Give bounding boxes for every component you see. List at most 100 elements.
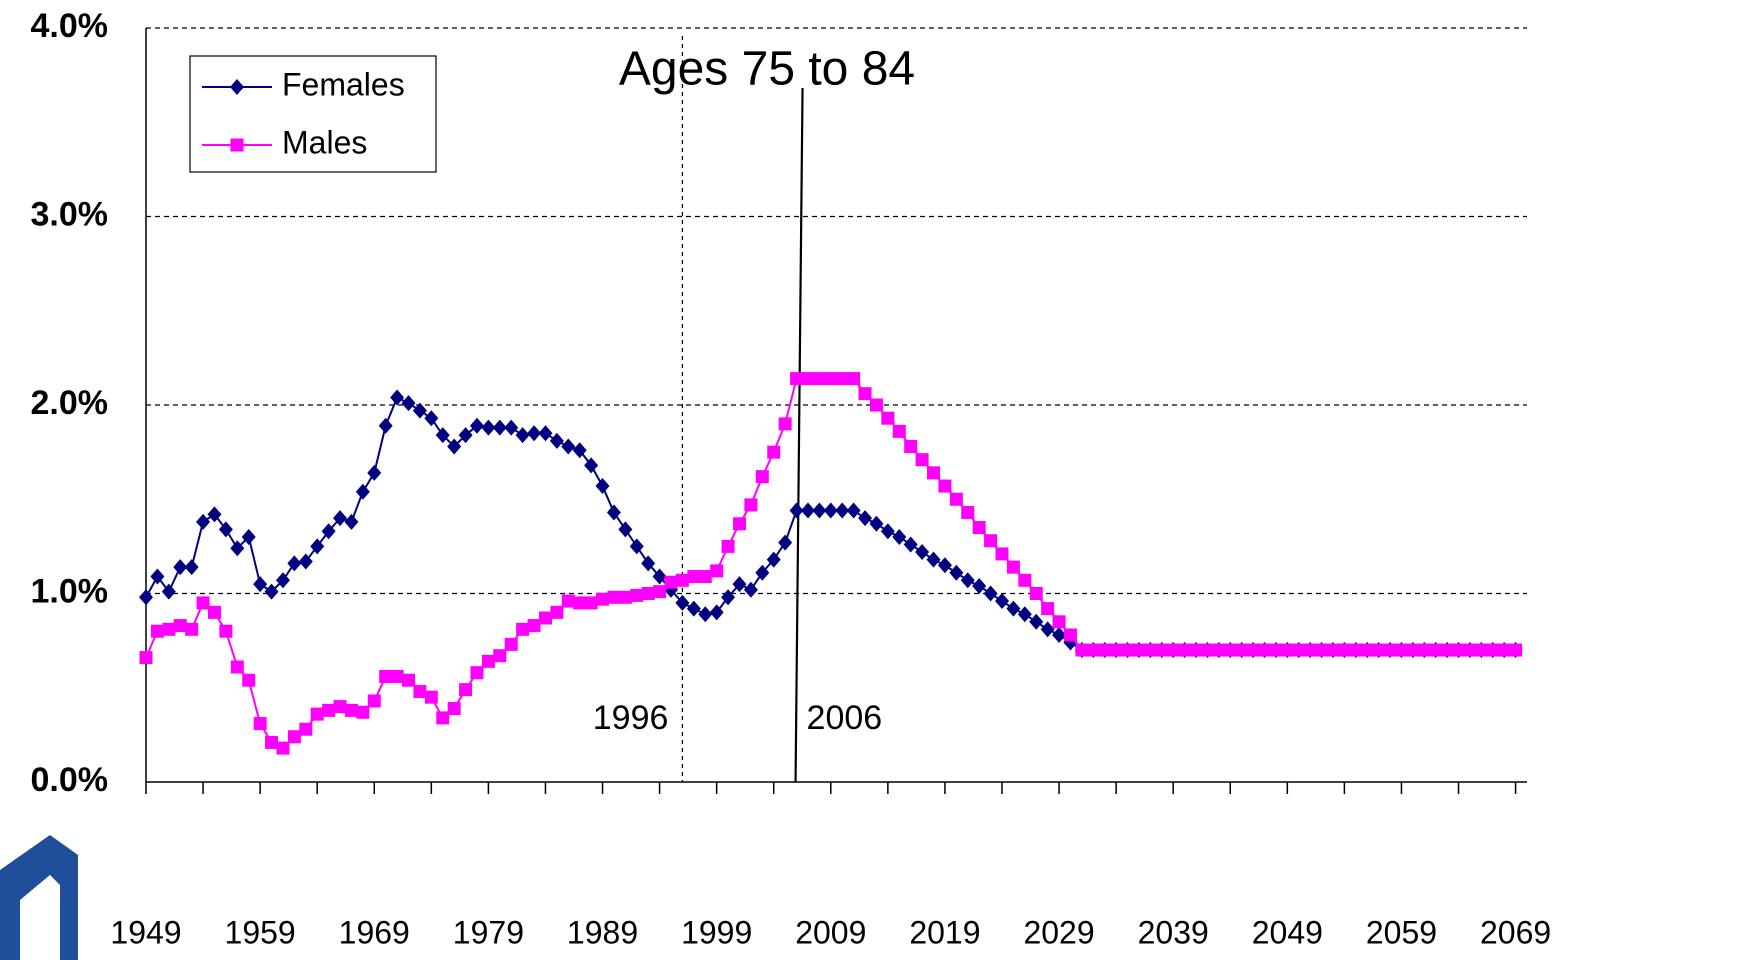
point (435, 427, 450, 444)
point (995, 547, 1009, 561)
point (333, 700, 347, 714)
point (492, 419, 507, 436)
point (1075, 643, 1089, 657)
point (469, 417, 484, 434)
point (493, 649, 507, 663)
x-tick-label: 1959 (225, 914, 296, 950)
point (778, 534, 793, 551)
point (1109, 643, 1123, 657)
point (218, 521, 233, 538)
x-tick-label: 2009 (795, 914, 866, 950)
x-tick-label: 2059 (1366, 914, 1437, 950)
point (504, 637, 518, 651)
point (1337, 643, 1351, 657)
point (173, 619, 187, 633)
point (984, 534, 998, 548)
point (287, 730, 301, 744)
point (1372, 643, 1386, 657)
point (755, 470, 769, 484)
point (276, 741, 290, 755)
x-tick-label: 1949 (110, 914, 181, 950)
point (584, 596, 598, 610)
point (516, 622, 530, 636)
point (709, 604, 724, 621)
point (321, 523, 336, 540)
point (424, 690, 438, 704)
point (447, 701, 461, 715)
x-tick-label: 2029 (1023, 914, 1094, 950)
reference-label: 1996 (593, 699, 669, 737)
point (173, 559, 188, 576)
point (459, 683, 473, 697)
point (310, 707, 324, 721)
point (1360, 643, 1374, 657)
point (1223, 643, 1237, 657)
point (367, 694, 381, 708)
point (812, 372, 826, 386)
point (698, 570, 712, 584)
x-tick-label: 1989 (567, 914, 638, 950)
point (219, 624, 233, 638)
point (538, 425, 553, 442)
point (904, 439, 918, 453)
point (653, 585, 667, 599)
point (1189, 643, 1203, 657)
point (732, 576, 747, 593)
point (356, 705, 370, 719)
x-tick-label: 2069 (1480, 914, 1551, 950)
point (880, 523, 895, 540)
point (903, 536, 918, 553)
point (1292, 643, 1306, 657)
point (161, 583, 176, 600)
point (1155, 643, 1169, 657)
point (1246, 643, 1260, 657)
point (972, 577, 987, 594)
point (846, 502, 861, 519)
point (881, 411, 895, 425)
point (298, 553, 313, 570)
y-tick-label: 0.0% (31, 761, 109, 799)
point (949, 492, 963, 506)
point (1121, 643, 1135, 657)
point (207, 506, 222, 523)
point (196, 596, 210, 610)
point (379, 669, 393, 683)
point (1098, 643, 1112, 657)
point (436, 711, 450, 725)
x-tick-label: 2019 (909, 914, 980, 950)
point (972, 521, 986, 535)
point (1086, 643, 1100, 657)
point (287, 555, 302, 572)
point (812, 502, 827, 519)
point (961, 505, 975, 519)
point (687, 570, 701, 584)
point (1212, 643, 1226, 657)
y-tick-label: 3.0% (31, 195, 109, 233)
point (1143, 643, 1157, 657)
point (504, 419, 519, 436)
x-tick-label: 1979 (453, 914, 524, 950)
point (1349, 643, 1363, 657)
point (630, 588, 644, 602)
point (1452, 643, 1466, 657)
point (333, 510, 348, 527)
point (1406, 643, 1420, 657)
point (596, 592, 610, 606)
point (595, 478, 610, 495)
point (265, 735, 279, 749)
point (607, 590, 621, 604)
point (641, 587, 655, 600)
point (184, 559, 199, 576)
point (927, 466, 941, 480)
point (1017, 606, 1032, 623)
point (618, 590, 632, 604)
x-tick-label: 1999 (681, 914, 752, 950)
point (629, 538, 644, 555)
point (1200, 643, 1214, 657)
point (915, 544, 930, 561)
point (390, 389, 405, 406)
point (1029, 587, 1043, 600)
point (242, 673, 256, 687)
point (652, 568, 667, 585)
point (367, 464, 382, 481)
